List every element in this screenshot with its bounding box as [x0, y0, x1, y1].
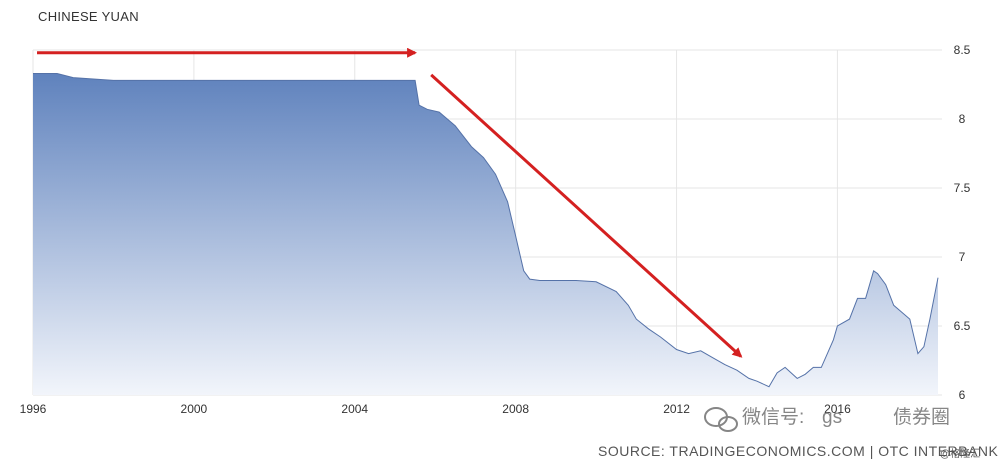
watermark-channel: 微信号: — [742, 406, 804, 428]
x-tick-label: 2000 — [181, 402, 208, 416]
source-text: SOURCE: TRADINGECONOMICS.COM | OTC INTER… — [598, 443, 998, 459]
x-tick-label: 2012 — [663, 402, 690, 416]
x-tick-label: 2004 — [341, 402, 368, 416]
y-tick-label: 6 — [959, 388, 966, 402]
x-axis-ticks: 1996 2000 2004 2008 2012 2016 — [20, 402, 851, 416]
series-area — [33, 73, 938, 395]
y-tick-label: 7 — [959, 250, 966, 264]
y-axis-ticks: 8.5 8 7.5 7 6.5 6 — [954, 43, 971, 402]
annotation-arrows — [37, 47, 743, 358]
wechat-watermark: 微信号: gs 债券圈 — [704, 406, 950, 432]
x-tick-label: 1996 — [20, 402, 47, 416]
chart-title: CHINESE YUAN — [38, 9, 139, 24]
y-tick-label: 8 — [959, 112, 966, 126]
y-tick-label: 7.5 — [954, 181, 971, 195]
watermark-name: 债券圈 — [893, 406, 950, 428]
series-line — [33, 73, 939, 388]
x-tick-label: 2016 — [824, 402, 851, 416]
annotation-arrow — [430, 73, 743, 358]
wechat-icon — [704, 407, 738, 432]
y-tick-label: 6.5 — [954, 319, 971, 333]
x-tick-label: 2008 — [502, 402, 529, 416]
watermark-credit: @格隆汇 — [940, 447, 980, 460]
watermark-channel-id: gs — [822, 407, 842, 428]
y-tick-label: 8.5 — [954, 43, 971, 57]
